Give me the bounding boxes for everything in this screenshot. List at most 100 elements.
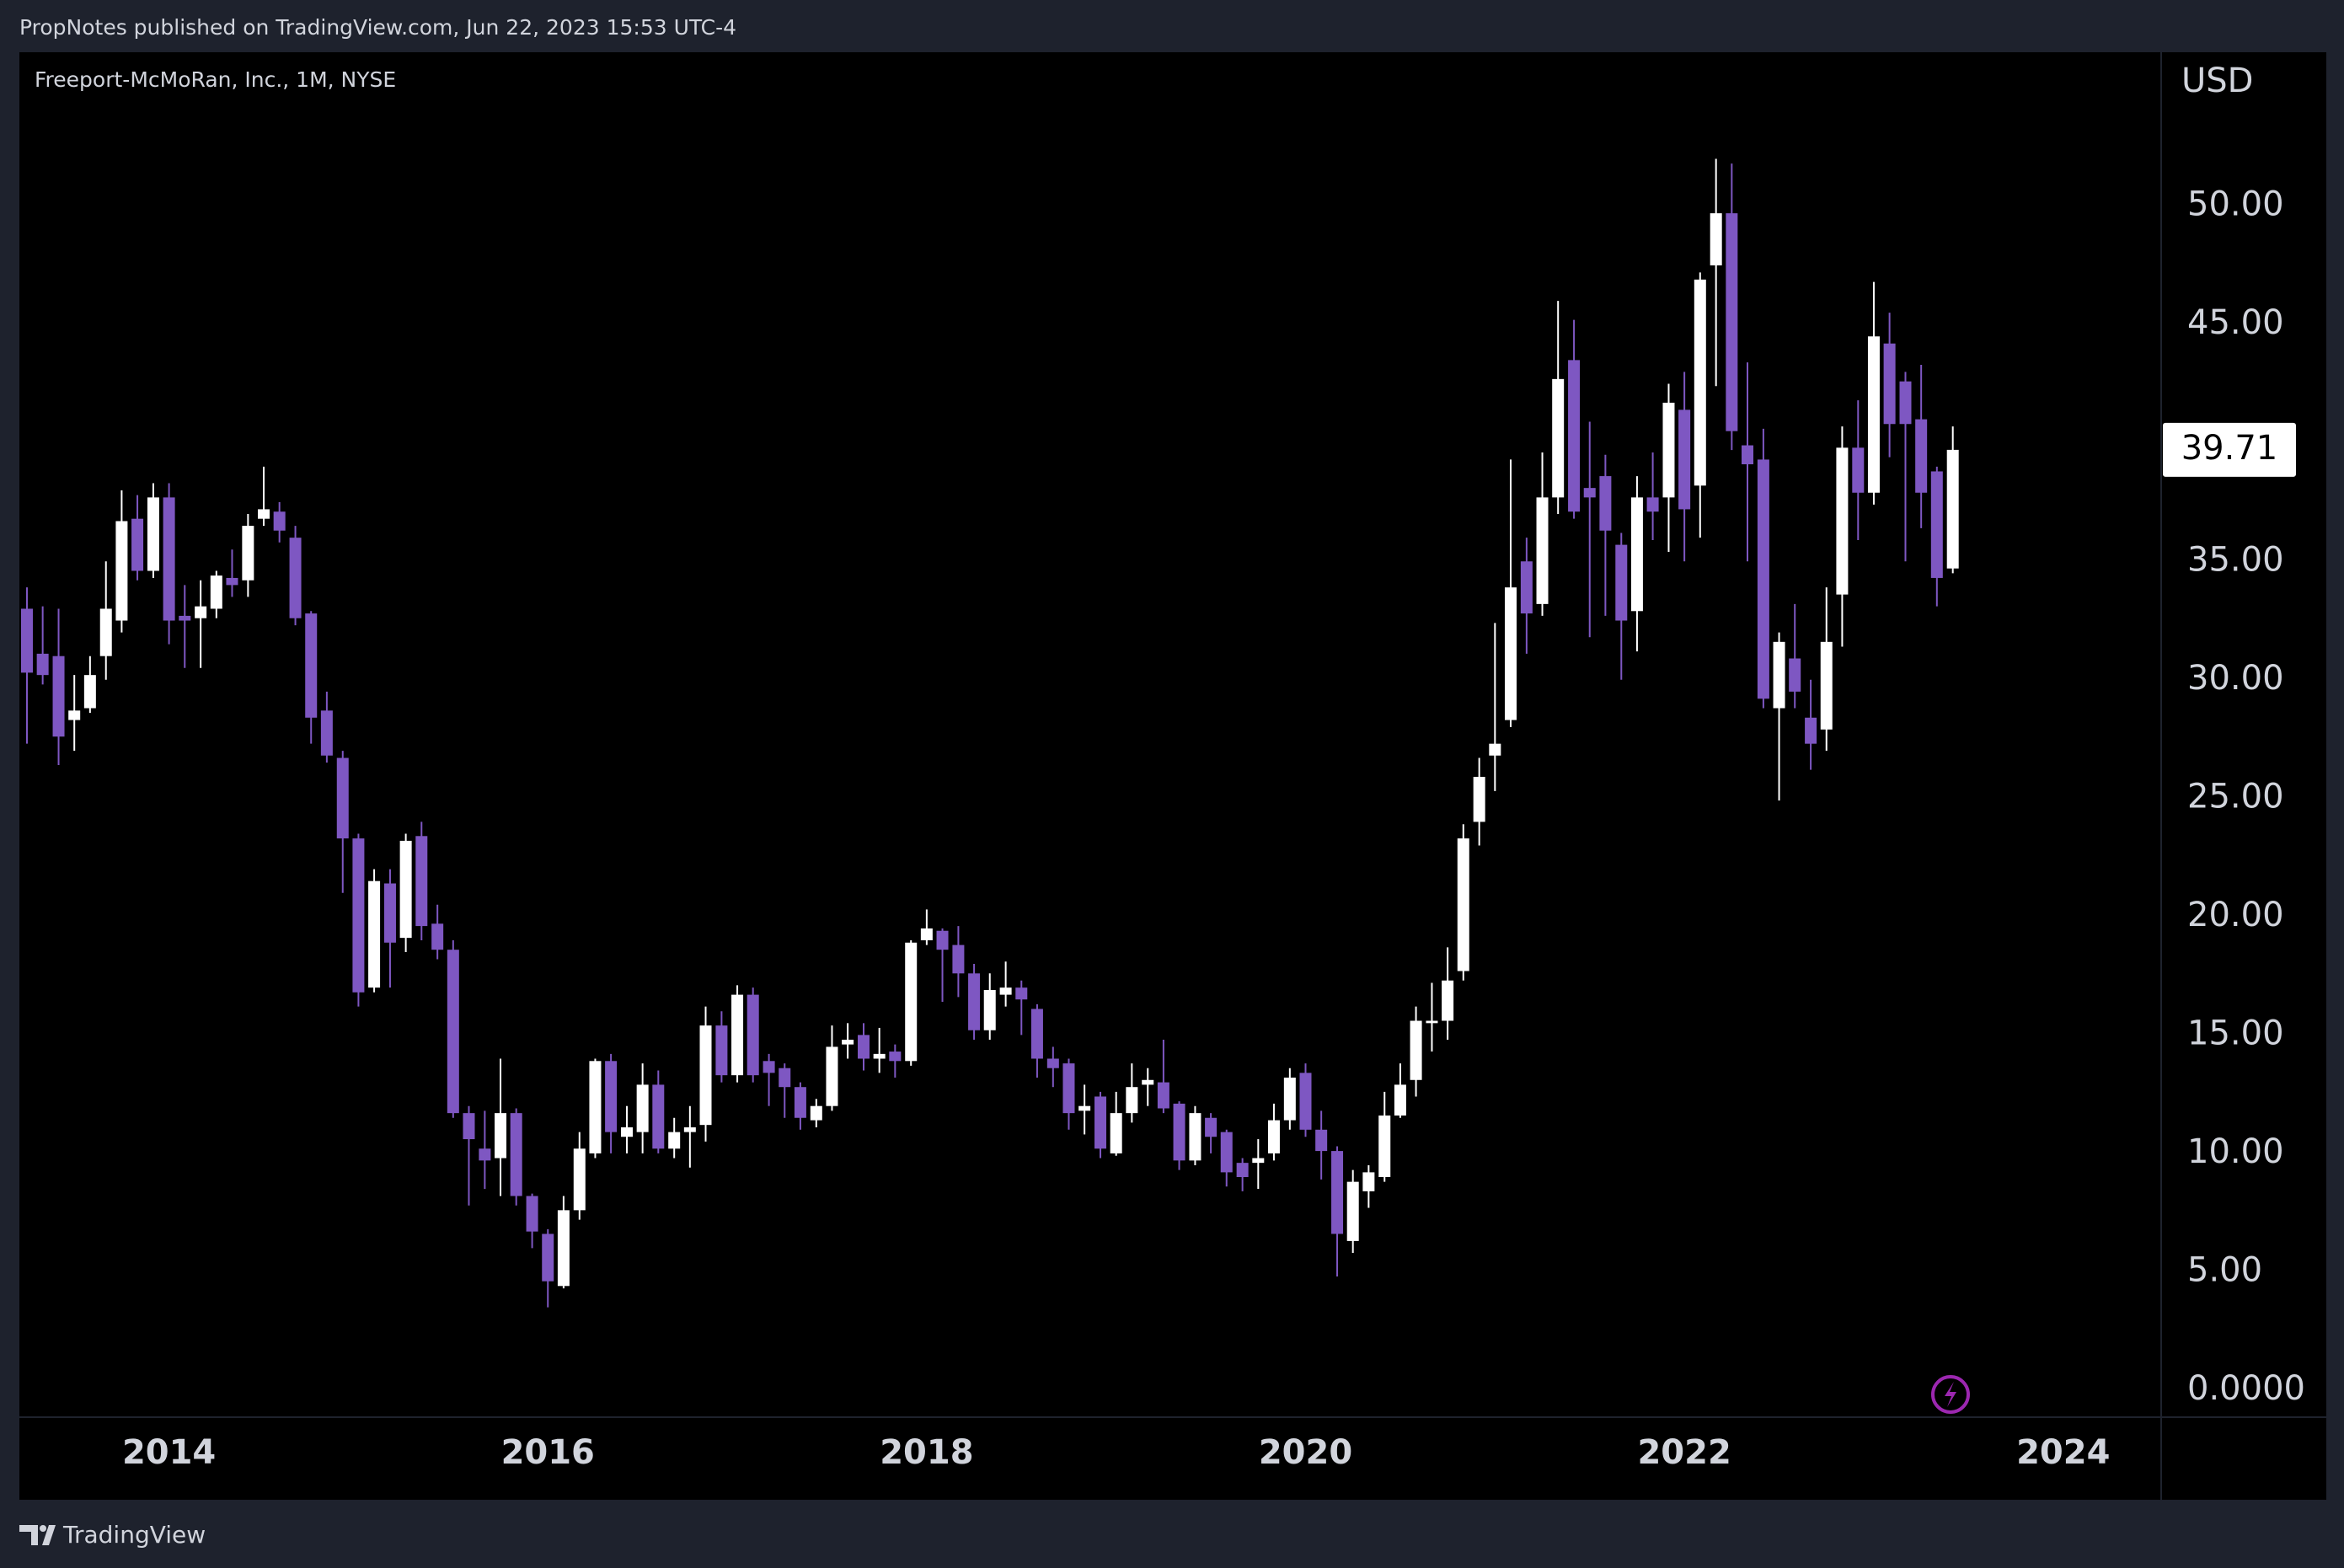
candle-body xyxy=(1094,1096,1107,1149)
y-tick-label: 10.00 xyxy=(2187,1132,2284,1171)
candle-body xyxy=(479,1148,491,1161)
candle-body xyxy=(1899,381,1912,425)
candle-body xyxy=(731,994,744,1076)
candle-body xyxy=(1046,1058,1059,1068)
candle-body xyxy=(1331,1151,1344,1234)
candle-body xyxy=(431,923,444,950)
candle-body xyxy=(320,710,333,756)
icon-circle xyxy=(1931,1375,1970,1414)
candle-body xyxy=(258,509,270,519)
candle-body xyxy=(542,1234,554,1282)
logo-mark xyxy=(42,1525,56,1545)
candle-body xyxy=(1742,445,1754,465)
candle-body xyxy=(495,1113,507,1159)
y-tick-label: 45.00 xyxy=(2187,303,2284,342)
candle-body xyxy=(1015,987,1028,1000)
candle-body xyxy=(1726,213,1738,431)
y-tick-label: 5.00 xyxy=(2187,1250,2262,1289)
candle-body xyxy=(968,973,981,1030)
candle-body xyxy=(1346,1181,1359,1241)
candle-body xyxy=(52,656,65,737)
candle-body xyxy=(1252,1158,1265,1164)
y-tick-label: 35.00 xyxy=(2187,540,2284,579)
x-tick-label: 2020 xyxy=(1259,1433,1352,1472)
candle-body xyxy=(115,521,128,621)
candle-body xyxy=(399,840,412,939)
candle-body xyxy=(763,1061,775,1073)
candle-body xyxy=(131,518,144,571)
candle-body xyxy=(936,930,949,950)
candle-body xyxy=(1315,1129,1328,1152)
candle-body xyxy=(652,1084,665,1149)
y-tick-label: 30.00 xyxy=(2187,659,2284,698)
candle-body xyxy=(1142,1079,1154,1085)
candle-body xyxy=(747,994,759,1076)
candle-body xyxy=(668,1132,681,1149)
chart-panel xyxy=(19,52,2326,1500)
candle-body xyxy=(683,1126,696,1132)
candle-body xyxy=(1883,343,1896,425)
logo-mark xyxy=(19,1525,38,1545)
candle-body xyxy=(1710,213,1722,265)
candle-body xyxy=(905,942,918,1062)
candle-body xyxy=(1930,471,1943,578)
y-tick-label: 25.00 xyxy=(2187,777,2284,816)
candle-body xyxy=(842,1039,854,1045)
candle-body xyxy=(1630,497,1643,612)
candle-body xyxy=(1646,497,1659,512)
lightning-icon[interactable] xyxy=(1931,1375,1970,1414)
candle-body xyxy=(163,497,175,621)
candle-body xyxy=(383,883,396,943)
candle-body xyxy=(889,1052,902,1062)
candle-body xyxy=(36,653,49,676)
tradingview-logo[interactable]: TradingView xyxy=(19,1521,206,1549)
candle-body xyxy=(1852,447,1865,493)
last-price-box xyxy=(2163,422,2296,477)
y-tick-label: 20.00 xyxy=(2187,896,2284,934)
candle-body xyxy=(289,538,302,618)
candle-body xyxy=(1583,488,1596,498)
candle-body xyxy=(352,838,365,993)
candle-body xyxy=(305,613,318,718)
candle-body xyxy=(1126,1087,1138,1114)
candle-body xyxy=(794,1087,806,1118)
candle-body xyxy=(858,1035,870,1059)
candle-body xyxy=(68,710,81,720)
candle-body xyxy=(605,1061,618,1132)
candle-body xyxy=(226,577,238,586)
candle-body xyxy=(1362,1172,1375,1191)
candle-body xyxy=(526,1196,538,1232)
y-axis-label: USD xyxy=(2181,62,2253,100)
candle-body xyxy=(826,1046,838,1106)
candle-body xyxy=(1457,838,1469,971)
x-tick-label: 2016 xyxy=(501,1433,595,1472)
x-tick-label: 2018 xyxy=(880,1433,973,1472)
y-tick-label: 0.0000 xyxy=(2187,1369,2305,1408)
candle-body xyxy=(273,511,286,531)
candle-body xyxy=(1789,658,1801,692)
candle-body xyxy=(1442,980,1454,1021)
candle-body xyxy=(1946,449,1959,569)
candle-body xyxy=(1205,1117,1217,1137)
candle-body xyxy=(810,1105,822,1121)
candle-body xyxy=(1568,360,1581,512)
candle-body xyxy=(557,1210,570,1287)
candle-body xyxy=(1473,777,1485,822)
candle-body xyxy=(999,987,1012,995)
candle-body xyxy=(1030,1009,1043,1059)
candle-body xyxy=(1283,1077,1296,1121)
candle-body xyxy=(1110,1113,1122,1153)
publish-header: PropNotes published on TradingView.com, … xyxy=(19,15,736,40)
candle-body xyxy=(1078,1105,1091,1111)
candle-body xyxy=(1867,336,1880,493)
candle-body xyxy=(1378,1115,1391,1178)
candle-body xyxy=(779,1068,791,1088)
candle-body xyxy=(179,615,191,621)
candle-body xyxy=(1220,1132,1233,1173)
candle-body xyxy=(1552,378,1565,498)
candle-body xyxy=(1299,1073,1312,1130)
footer-brand: TradingView xyxy=(62,1521,206,1549)
candle-body xyxy=(952,945,965,974)
